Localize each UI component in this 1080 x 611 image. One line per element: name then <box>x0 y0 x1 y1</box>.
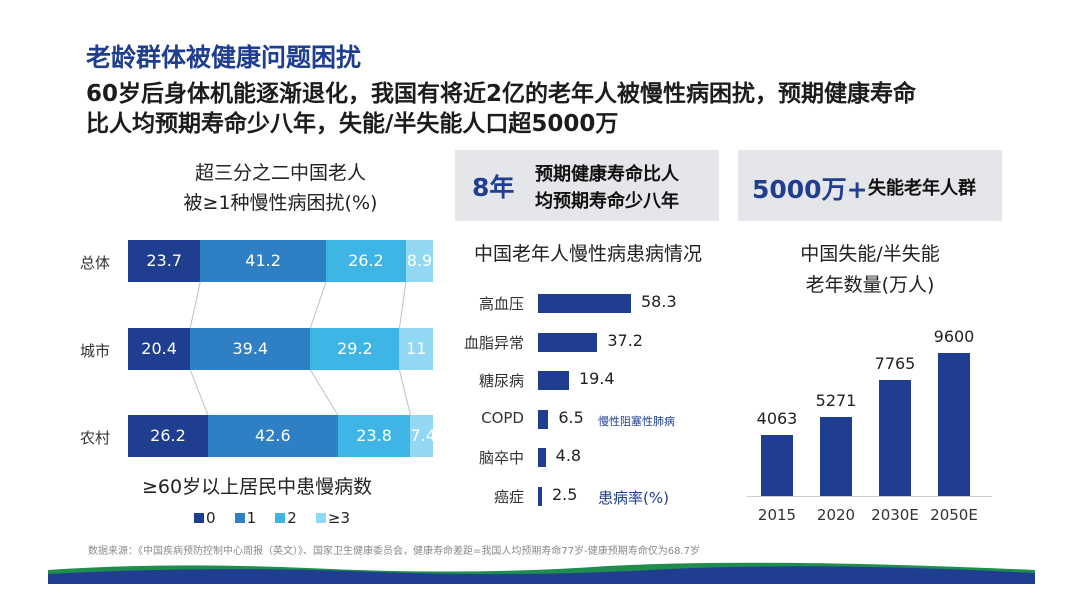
chart1-row-label: 总体 <box>80 254 111 272</box>
chart2-value-label: 2.5 <box>551 484 578 504</box>
chart1-connectors <box>189 281 411 416</box>
chart1-row-label: 城市 <box>80 342 111 360</box>
chart1-title-line-1: 超三分之二中国老人 <box>194 162 366 184</box>
chart2-bar <box>538 294 631 313</box>
callout-health-gap: 8年 预期健康寿命比人 均预期寿命少八年 <box>455 150 719 221</box>
chart3-category-label: 2020 <box>816 506 856 524</box>
prevalence-unit-note: 患病率(%) <box>598 489 669 507</box>
chart2-category-label: 高血压 <box>478 295 524 313</box>
chart1-connector-line <box>309 281 327 329</box>
callout-text: 均预期寿命少八年 <box>535 191 679 212</box>
data-source-note: 数据来源：《中国疾病预防控制中心周报（英文）》、国家卫生健康委员会，健康寿命差距… <box>88 546 700 557</box>
page-title: 老龄群体被健康问题困扰 <box>86 43 362 72</box>
legend-swatch <box>275 513 286 523</box>
legend-item: 0 <box>194 509 216 527</box>
chart3-title-line-1: 中国失能/半失能 <box>800 243 940 265</box>
chart2-plot-area: 高血压 58.3 血脂异常 37.2 糖尿病 19.4 COPD 6.5 脑卒中 4.8 癌症 2.5 <box>440 285 740 520</box>
chart1-bar-segment: 39.4 <box>190 328 311 370</box>
chart2-category-label: 糖尿病 <box>478 372 524 390</box>
chart2-category-label: 脑卒中 <box>478 449 524 467</box>
chart2-bar <box>538 486 542 506</box>
chart1-bar-segment: 41.2 <box>200 240 326 282</box>
chart2-value-label: 4.8 <box>555 446 582 465</box>
chart1-bar-segment: 11 <box>399 328 433 370</box>
chart1-connector-line <box>398 369 411 416</box>
chart1-connector-line <box>189 281 201 329</box>
chart3-category-label: 2015 <box>757 506 797 524</box>
chart1-bar-segment: 29.2 <box>310 328 400 370</box>
legend-item: 2 <box>275 509 297 527</box>
chart1-bar-segment: 26.2 <box>128 415 208 457</box>
chart3-bar <box>761 435 793 496</box>
chart2-value-label: 37.2 <box>607 330 643 350</box>
legend-item: 1 <box>234 509 257 527</box>
legend-label: 1 <box>246 509 257 527</box>
chart3-plot-area: 4063 2015 5271 2020 7765 2030E 9600 2050E <box>742 310 997 530</box>
chart2-category-label: COPD <box>481 408 524 427</box>
callout-big-number: 5000万+ <box>752 175 868 204</box>
chart1-bar-segment: 23.8 <box>337 415 411 457</box>
chart2-bar <box>538 371 569 390</box>
bottom-wave-decoration <box>48 562 1035 584</box>
chart1-bar-segment: 42.6 <box>207 415 338 457</box>
legend-label: 0 <box>206 509 216 527</box>
subtitle-line-2: 比人均预期寿命少八年，失能/半失能人口超5000万 <box>86 111 619 137</box>
chart2-value-label: 19.4 <box>578 369 615 388</box>
chart2-category-label: 癌症 <box>493 487 524 506</box>
callout-disabled-population: 5000万+ 失能老年人群 <box>738 150 1002 221</box>
chart3-value-label: 5271 <box>815 391 857 411</box>
chart1-connector-line <box>398 281 407 329</box>
chart3-title-line-2: 老年数量(万人) <box>805 274 935 296</box>
legend-label: ≥3 <box>327 509 351 527</box>
chart1-title-line-2: 被≥1种慢性病困扰(%) <box>183 192 378 214</box>
legend-swatch <box>194 513 204 523</box>
chart1-row-label: 农村 <box>80 429 111 447</box>
chart1-bar-segment: 8.9 <box>405 240 433 282</box>
legend-label: 2 <box>287 509 297 527</box>
chart3-category-label: 2050E <box>930 506 978 524</box>
chart2-title: 中国老年人慢性病患病情况 <box>473 243 702 265</box>
chart2-bar <box>538 332 598 352</box>
chart3-value-label: 7765 <box>874 354 916 374</box>
subtitle-line-1: 60岁后身体机能逐渐退化，我国有将近2亿的老年人被慢性病困扰，预期健康寿命 <box>86 81 917 107</box>
chart1-connector-line <box>189 369 209 416</box>
copd-note: 慢性阻塞性肺病 <box>598 415 675 428</box>
chart2-value-label: 6.5 <box>558 407 584 427</box>
legend-swatch <box>234 513 245 523</box>
chart1-connector-layer <box>128 240 433 460</box>
callout-text: 预期健康寿命比人 <box>535 164 679 185</box>
chart1-bar-segment: 7.4 <box>410 415 433 457</box>
chart1-bar-segment: 20.4 <box>128 328 191 370</box>
chart2-bar <box>538 448 546 467</box>
chart3-bar <box>879 380 911 496</box>
chart3-baseline <box>747 496 992 497</box>
chart1-plot-area: 23.7 41.2 26.2 8.9 20.4 39.4 29.2 11 26.2 42.6 2… <box>128 240 433 460</box>
chart3-value-label: 9600 <box>933 327 975 346</box>
chart3-bar <box>938 353 970 496</box>
callout-big-number: 8年 <box>472 173 515 202</box>
chart1-bar-row: 20.4 39.4 29.2 11 <box>128 328 433 370</box>
chart1-bar-segment: 23.7 <box>128 240 201 282</box>
chart2-category-label: 血脂异常 <box>463 333 524 352</box>
legend-swatch <box>315 513 326 523</box>
chart1-legend: 0 1 2 ≥3 <box>194 508 364 527</box>
chart2-value-label: 58.3 <box>641 292 677 311</box>
chart3-category-label: 2030E <box>871 506 919 524</box>
legend-item: ≥3 <box>315 509 351 527</box>
chart1-bar-segment: 26.2 <box>325 240 406 282</box>
callout-text: 失能老年人群 <box>868 178 976 199</box>
chart1-connector-line <box>309 369 339 416</box>
chart1-bar-row: 26.2 42.6 23.8 7.4 <box>128 415 433 457</box>
chart2-bar <box>538 409 549 429</box>
chart3-bar <box>820 417 852 496</box>
chart1-xlabel: ≥60岁以上居民中患慢病数 <box>142 476 373 498</box>
chart1-bar-row: 23.7 41.2 26.2 8.9 <box>128 240 433 282</box>
chart3-value-label: 4063 <box>756 409 798 429</box>
